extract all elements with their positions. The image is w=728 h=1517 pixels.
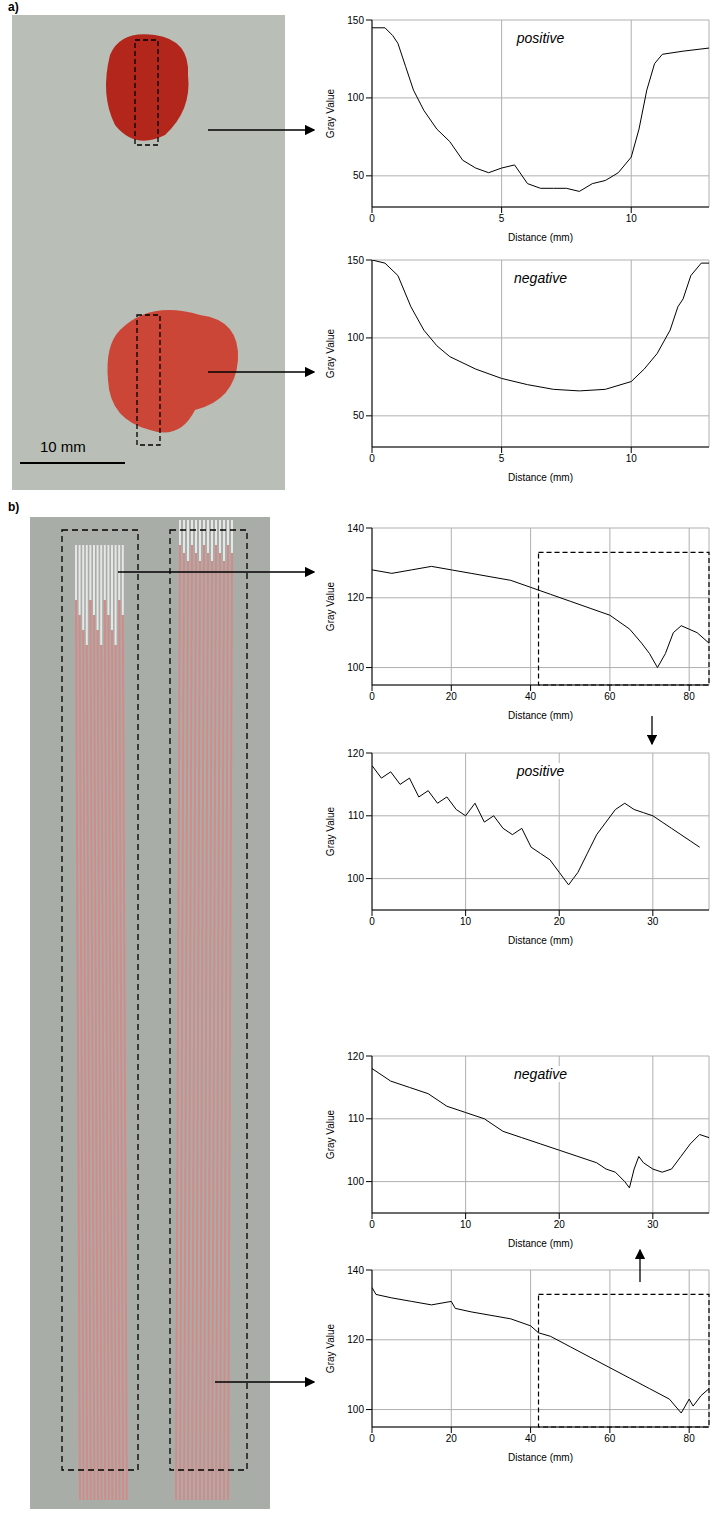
svg-text:Gray Value: Gray Value: [325, 1323, 336, 1373]
svg-text:0: 0: [369, 916, 375, 927]
svg-text:50: 50: [353, 170, 365, 181]
svg-text:Gray Value: Gray Value: [325, 328, 336, 378]
svg-text:140: 140: [347, 1265, 364, 1276]
html-text:positive: positive: [516, 30, 565, 46]
svg-text:100: 100: [347, 1176, 364, 1187]
svg-text:Distance (mm): Distance (mm): [508, 935, 573, 946]
svg-text:10: 10: [460, 1219, 472, 1230]
svg-text:Distance (mm): Distance (mm): [508, 232, 573, 243]
svg-text:Gray Value: Gray Value: [325, 581, 336, 631]
svg-text:140: 140: [347, 523, 364, 534]
svg-text:60: 60: [604, 691, 616, 702]
svg-text:Gray Value: Gray Value: [325, 806, 336, 856]
html-text:negative: negative: [514, 270, 567, 286]
svg-text:Distance (mm): Distance (mm): [508, 1452, 573, 1463]
svg-text:10: 10: [626, 213, 638, 224]
svg-text:50: 50: [353, 410, 365, 421]
svg-text:60: 60: [604, 1433, 616, 1444]
html-text:10 mm: 10 mm: [40, 438, 86, 455]
svg-text:100: 100: [347, 332, 364, 343]
html-text:a): a): [8, 0, 19, 14]
svg-text:120: 120: [347, 592, 364, 603]
svg-text:40: 40: [525, 1433, 537, 1444]
svg-text:80: 80: [684, 691, 696, 702]
svg-text:100: 100: [347, 873, 364, 884]
svg-text:20: 20: [554, 916, 566, 927]
svg-text:30: 30: [647, 916, 659, 927]
svg-text:110: 110: [348, 810, 364, 821]
svg-text:100: 100: [347, 662, 364, 673]
svg-text:0: 0: [369, 691, 375, 702]
svg-text:120: 120: [347, 748, 364, 759]
svg-text:5: 5: [499, 213, 505, 224]
svg-text:0: 0: [369, 213, 375, 224]
svg-text:40: 40: [525, 691, 537, 702]
svg-text:10: 10: [460, 916, 472, 927]
svg-text:Distance (mm): Distance (mm): [508, 472, 573, 483]
html-text:negative: negative: [514, 1066, 567, 1082]
svg-text:120: 120: [347, 1334, 364, 1345]
svg-text:0: 0: [369, 1219, 375, 1230]
svg-text:10: 10: [626, 453, 638, 464]
html-text:b): b): [8, 500, 20, 514]
svg-text:0: 0: [369, 453, 375, 464]
html-text:positive: positive: [516, 763, 565, 779]
svg-text:20: 20: [554, 1219, 566, 1230]
svg-text:150: 150: [347, 15, 364, 26]
svg-text:80: 80: [684, 1433, 696, 1444]
svg-text:5: 5: [499, 453, 505, 464]
svg-text:120: 120: [347, 1051, 364, 1062]
svg-text:Distance (mm): Distance (mm): [508, 1238, 573, 1249]
svg-text:Distance (mm): Distance (mm): [508, 710, 573, 721]
svg-text:20: 20: [446, 1433, 458, 1444]
svg-text:20: 20: [446, 691, 458, 702]
svg-text:0: 0: [369, 1433, 375, 1444]
svg-text:100: 100: [347, 92, 364, 103]
svg-text:150: 150: [347, 255, 364, 266]
svg-text:100: 100: [347, 1404, 364, 1415]
svg-text:30: 30: [647, 1219, 659, 1230]
svg-text:110: 110: [348, 1113, 364, 1124]
svg-text:Gray Value: Gray Value: [325, 1109, 336, 1159]
svg-text:Gray Value: Gray Value: [325, 88, 336, 138]
